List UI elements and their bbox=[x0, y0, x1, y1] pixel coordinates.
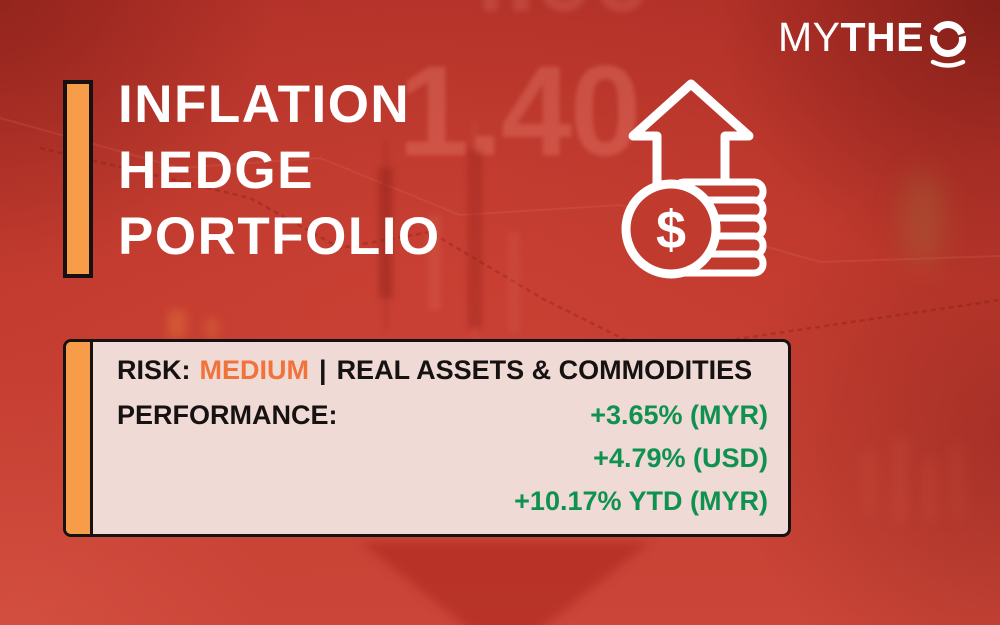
panel-content: RISK: MEDIUM | REAL ASSETS & COMMODITIES PE… bbox=[93, 342, 788, 534]
risk-value: MEDIUM bbox=[199, 355, 310, 385]
risk-label: RISK: bbox=[117, 355, 191, 385]
theo-o-icon bbox=[930, 21, 967, 68]
down-arrow-triangle bbox=[360, 542, 650, 625]
title-line-2: HEDGE bbox=[118, 141, 314, 200]
risk-row: RISK: MEDIUM | REAL ASSETS & COMMODITIES bbox=[117, 355, 768, 386]
portfolio-info-panel: RISK: MEDIUM | REAL ASSETS & COMMODITIES PE… bbox=[63, 339, 791, 537]
candlestick-bar bbox=[922, 460, 938, 520]
money-growth-icon: $ bbox=[621, 79, 767, 279]
asset-category: REAL ASSETS & COMMODITIES bbox=[336, 355, 753, 385]
performance-value-usd: +4.79% (USD) bbox=[593, 443, 768, 473]
dollar-coin-icon: $ bbox=[621, 179, 721, 279]
title-line-3: PORTFOLIO bbox=[118, 207, 441, 266]
logo-text-bold: THE bbox=[840, 14, 924, 60]
candlestick-wick bbox=[473, 120, 477, 350]
performance-value-myr: +3.65% (MYR) bbox=[590, 400, 768, 430]
candlestick-glow bbox=[168, 310, 186, 338]
title-block: INFLATION HEDGE PORTFOLIO bbox=[63, 75, 441, 278]
performance-value-ytd: +10.17% YTD (MYR) bbox=[514, 486, 768, 516]
candlestick-bar bbox=[862, 452, 878, 514]
logo-text-light: MY bbox=[778, 14, 841, 60]
background-faint-number-top: 4.00 bbox=[448, 0, 652, 28]
dollar-symbol: $ bbox=[656, 200, 686, 260]
background-smudge bbox=[902, 172, 944, 267]
performance-label: PERFORMANCE: bbox=[117, 400, 338, 430]
performance-row: PERFORMANCE: +3.65% (MYR) bbox=[117, 400, 768, 431]
candlestick-bar bbox=[468, 150, 482, 328]
title-line-1: INFLATION bbox=[118, 75, 411, 134]
candlestick-glow bbox=[205, 318, 219, 338]
candlestick-bar bbox=[950, 446, 964, 520]
title-accent-bar bbox=[63, 80, 93, 278]
candlestick-bar bbox=[892, 438, 908, 522]
page-title: INFLATION HEDGE PORTFOLIO bbox=[118, 72, 441, 278]
mytheo-logo: MY THE bbox=[778, 14, 970, 69]
risk-separator: | bbox=[319, 355, 327, 385]
panel-accent-bar bbox=[66, 342, 93, 534]
candlestick-bar bbox=[508, 232, 520, 332]
